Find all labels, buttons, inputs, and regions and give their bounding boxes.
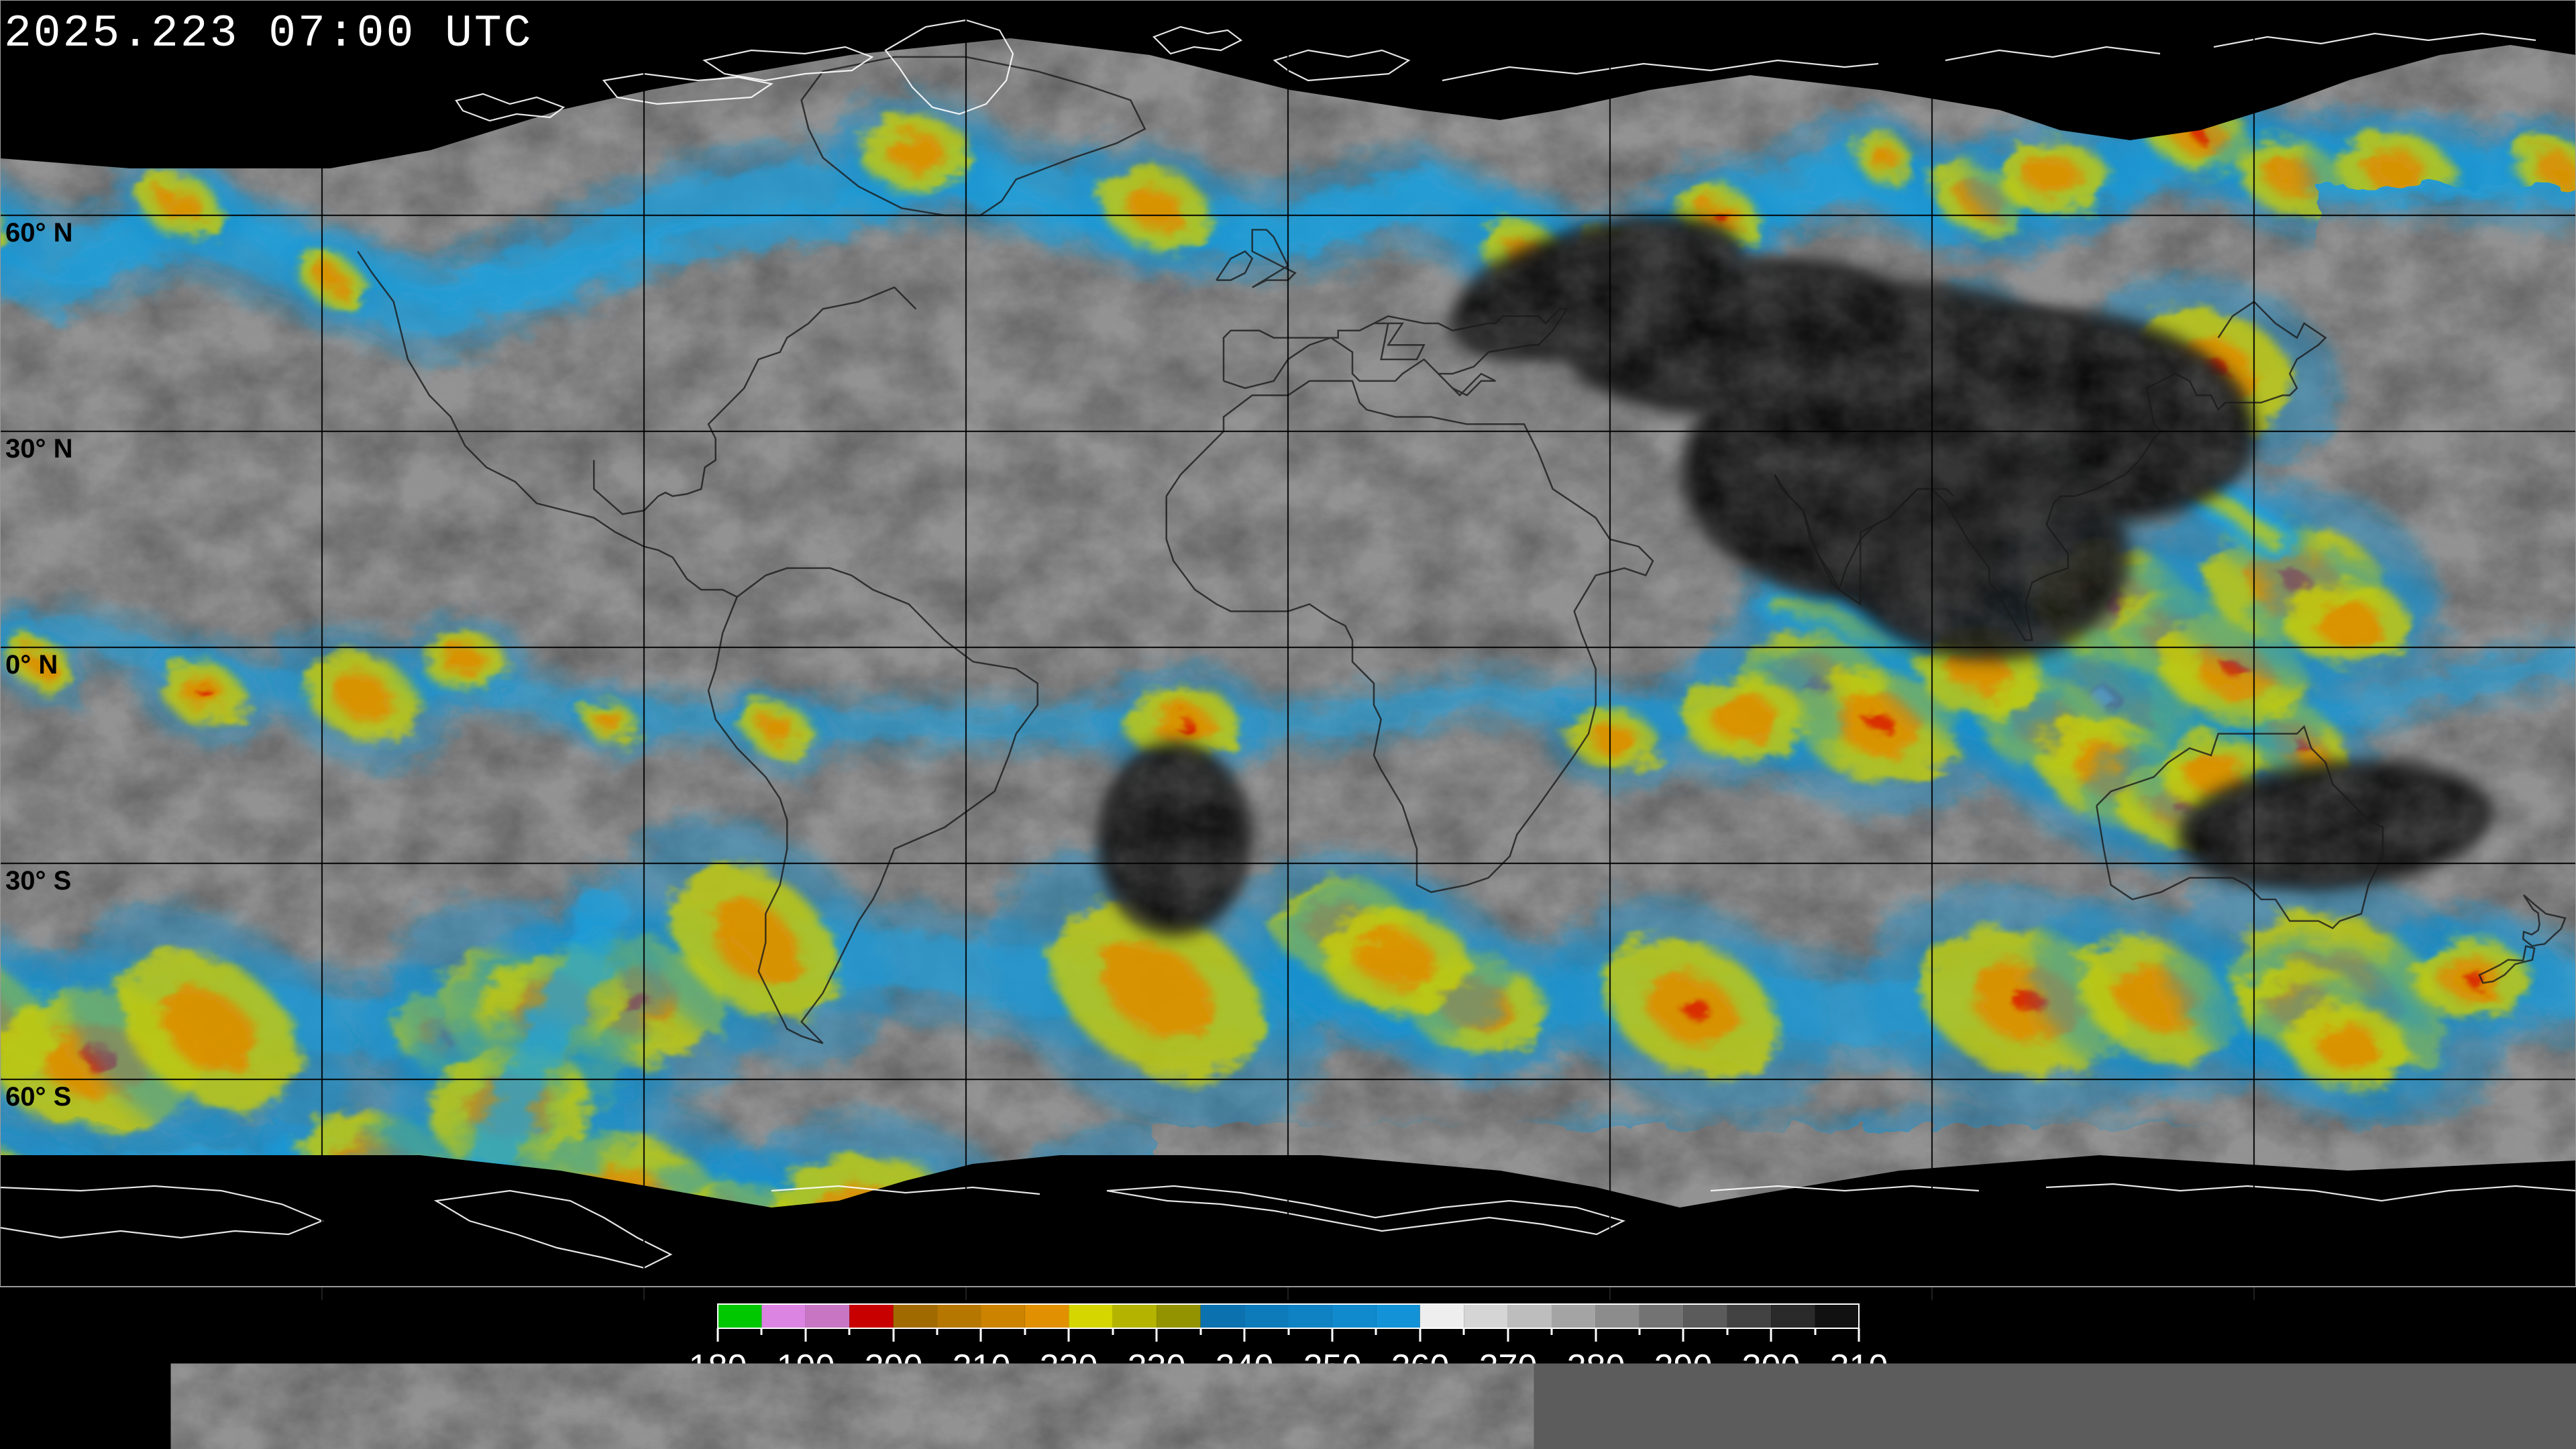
svg-text:2025.223 07:00 UTC: 2025.223 07:00 UTC [4, 8, 533, 60]
svg-text:190: 190 [777, 1348, 835, 1387]
svg-text:270: 270 [1479, 1348, 1538, 1387]
svg-text:230: 230 [1128, 1348, 1186, 1387]
svg-text:250: 250 [1303, 1348, 1362, 1387]
svg-text:Brightness Temperature in 12.0: Brightness Temperature in 12.0um, Kelvin [718, 1397, 1652, 1441]
svg-text:240: 240 [1216, 1348, 1274, 1387]
svg-text:0° N: 0° N [5, 650, 58, 680]
svg-text:220: 220 [1040, 1348, 1098, 1387]
svg-text:290: 290 [1654, 1348, 1713, 1387]
svg-text:210: 210 [953, 1348, 1011, 1387]
svg-text:60° N: 60° N [5, 218, 73, 248]
svg-text:30° S: 30° S [5, 866, 71, 896]
svg-text:280: 280 [1567, 1348, 1625, 1387]
svg-text:260: 260 [1391, 1348, 1450, 1387]
svg-text:300: 300 [1742, 1348, 1801, 1387]
svg-text:60° S: 60° S [5, 1082, 71, 1112]
svg-text:310: 310 [1830, 1348, 1888, 1387]
svg-text:180: 180 [689, 1348, 747, 1387]
svg-text:200: 200 [865, 1348, 923, 1387]
svg-text:30° N: 30° N [5, 434, 73, 464]
